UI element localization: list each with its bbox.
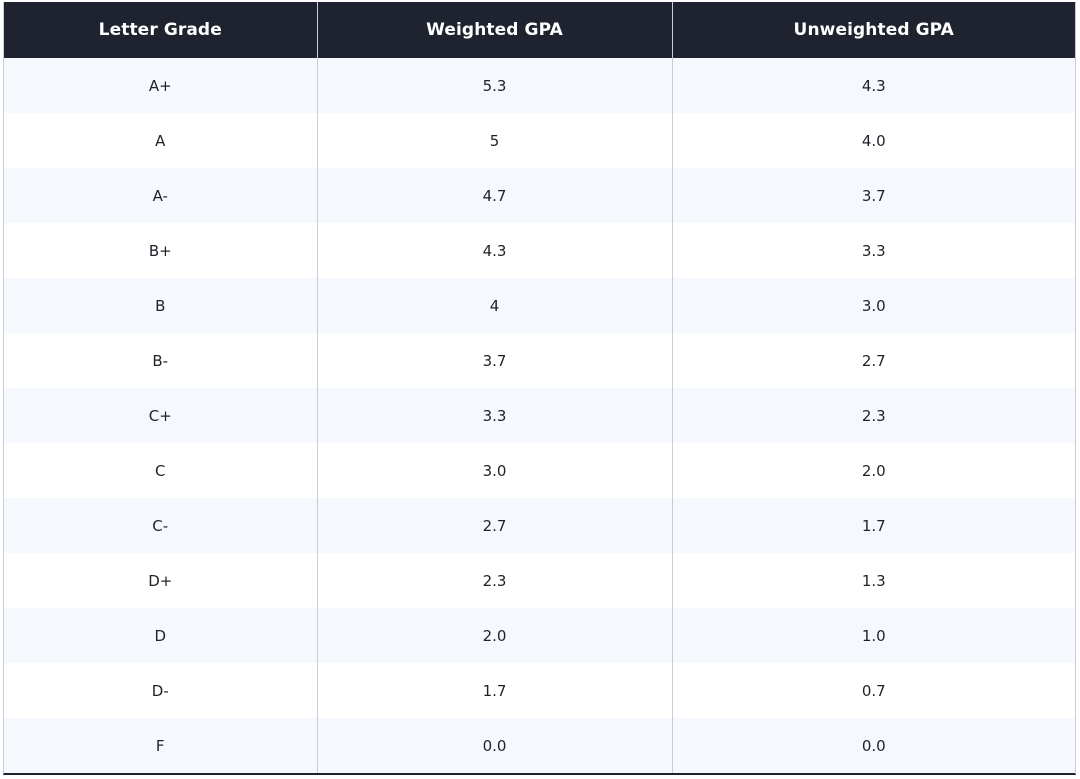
unweighted-gpa-cell: 2.3 — [861, 406, 886, 425]
letter-grade-cell: F — [4, 718, 318, 773]
column-header-unweighted-gpa: Unweighted GPA — [793, 20, 954, 40]
weighted-gpa-cell: 2.7 — [317, 498, 673, 553]
unweighted-gpa-cell: 2.7 — [861, 351, 886, 370]
table-row: D- 1.7 0.7 — [4, 663, 1075, 718]
letter-grade-cell: C- — [4, 498, 318, 553]
letter-grade-cell: C — [4, 443, 318, 498]
letter-grade-cell: D- — [4, 663, 318, 718]
table-row: A 5 4.0 — [4, 113, 1075, 168]
unweighted-gpa-cell: 4.0 — [861, 131, 886, 150]
table-header-row: Letter Grade Weighted GPA Unweighted GPA — [4, 2, 1075, 58]
table-header: Letter Grade Weighted GPA Unweighted GPA — [4, 2, 1075, 58]
gpa-conversion-table: Letter Grade Weighted GPA Unweighted GPA… — [4, 2, 1075, 773]
unweighted-gpa-cell: 2.0 — [861, 461, 886, 480]
table-row: D 2.0 1.0 — [4, 608, 1075, 663]
table-row: A- 4.7 3.7 — [4, 168, 1075, 223]
letter-grade-cell: C+ — [4, 388, 318, 443]
weighted-gpa-cell: 3.0 — [317, 443, 673, 498]
unweighted-gpa-cell: 1.7 — [861, 516, 886, 535]
column-header-weighted-gpa: Weighted GPA — [317, 2, 673, 58]
table-body: A+ 5.3 4.3 A 5 4.0 A- 4.7 3.7 B+ 4.3 3.3… — [4, 58, 1075, 773]
letter-grade-cell: A- — [4, 168, 318, 223]
table-row: C- 2.7 1.7 — [4, 498, 1075, 553]
letter-grade-cell: D — [4, 608, 318, 663]
letter-grade-cell: B — [4, 278, 318, 333]
letter-grade-cell: B- — [4, 333, 318, 388]
table-row: B- 3.7 2.7 — [4, 333, 1075, 388]
weighted-gpa-cell: 2.3 — [317, 553, 673, 608]
weighted-gpa-cell: 5 — [317, 113, 673, 168]
table-row: C 3.0 2.0 — [4, 443, 1075, 498]
table-row: F 0.0 0.0 — [4, 718, 1075, 773]
weighted-gpa-cell: 4.3 — [317, 223, 673, 278]
gpa-conversion-table-container: Letter Grade Weighted GPA Unweighted GPA… — [3, 2, 1076, 775]
table-row: B 4 3.0 — [4, 278, 1075, 333]
unweighted-gpa-cell: 4.3 — [861, 76, 886, 95]
unweighted-gpa-cell: 1.3 — [861, 571, 886, 590]
letter-grade-cell: D+ — [4, 553, 318, 608]
letter-grade-cell: A+ — [4, 58, 318, 113]
table-row: C+ 3.3 2.3 — [4, 388, 1075, 443]
letter-grade-cell: B+ — [4, 223, 318, 278]
unweighted-gpa-cell: 3.7 — [861, 186, 886, 205]
weighted-gpa-cell: 5.3 — [317, 58, 673, 113]
table-row: A+ 5.3 4.3 — [4, 58, 1075, 113]
weighted-gpa-cell: 3.7 — [317, 333, 673, 388]
unweighted-gpa-cell: 0.7 — [861, 681, 886, 700]
weighted-gpa-cell: 1.7 — [317, 663, 673, 718]
table-row: B+ 4.3 3.3 — [4, 223, 1075, 278]
unweighted-gpa-cell: 0.0 — [861, 736, 886, 755]
unweighted-gpa-cell: 3.3 — [861, 241, 886, 260]
letter-grade-cell: A — [4, 113, 318, 168]
column-header-letter-grade: Letter Grade — [4, 2, 318, 58]
weighted-gpa-cell: 2.0 — [317, 608, 673, 663]
table-row: D+ 2.3 1.3 — [4, 553, 1075, 608]
weighted-gpa-cell: 4.7 — [317, 168, 673, 223]
weighted-gpa-cell: 3.3 — [317, 388, 673, 443]
weighted-gpa-cell: 0.0 — [317, 718, 673, 773]
unweighted-gpa-cell: 3.0 — [861, 296, 886, 315]
unweighted-gpa-cell: 1.0 — [861, 626, 886, 645]
weighted-gpa-cell: 4 — [317, 278, 673, 333]
